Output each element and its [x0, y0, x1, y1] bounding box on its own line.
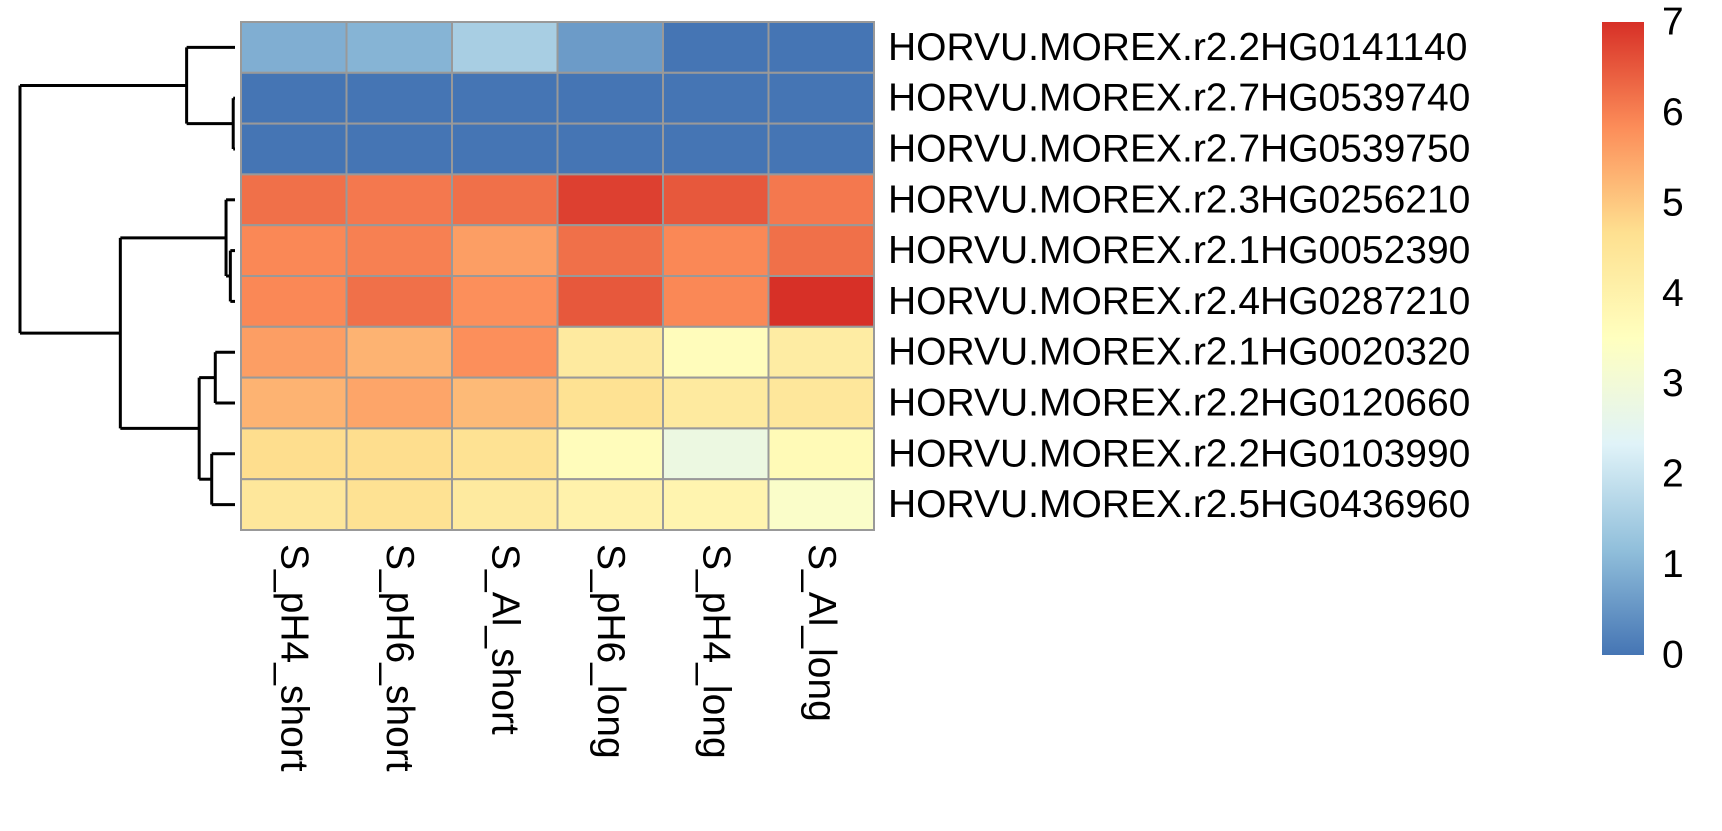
heatmap-cell: [662, 325, 770, 379]
heatmap-cell: [662, 224, 770, 277]
heatmap-cell: [451, 478, 559, 532]
heatmap-cell: [556, 224, 664, 277]
heatmap-cell: [556, 71, 664, 125]
row-label: HORVU.MOREX.r2.1HG0052390: [888, 229, 1470, 272]
legend-tick-label: 0: [1662, 634, 1684, 677]
heatmap-cell: [556, 427, 664, 481]
row-label: HORVU.MOREX.r2.2HG0120660: [888, 382, 1470, 425]
heatmap-cell: [451, 427, 559, 481]
heatmap-cell: [345, 21, 453, 74]
heatmap-cell: [240, 173, 348, 227]
legend-color-bar: [1602, 22, 1644, 655]
heatmap-cell: [345, 427, 453, 481]
heatmap-cell: [556, 275, 664, 328]
heatmap-cell: [767, 376, 875, 430]
heatmap-cell: [556, 21, 664, 74]
row-label: HORVU.MOREX.r2.1HG0020320: [888, 331, 1470, 374]
heatmap-cell: [345, 224, 453, 277]
legend-tick-label: 6: [1662, 91, 1684, 134]
heatmap-cell: [767, 325, 875, 379]
heatmap-cell: [767, 122, 875, 176]
legend-tick-label: 4: [1662, 272, 1684, 315]
legend-tick-label: 1: [1662, 543, 1684, 586]
heatmap-cell: [556, 376, 664, 430]
heatmap-cell: [451, 122, 559, 176]
column-label: S_Al_long: [800, 544, 843, 722]
heatmap-cell: [451, 376, 559, 430]
heatmap-cell: [451, 21, 559, 74]
row-label: HORVU.MOREX.r2.7HG0539750: [888, 128, 1470, 171]
column-label: S_pH6_short: [378, 544, 421, 772]
heatmap-cell: [767, 427, 875, 481]
row-label: HORVU.MOREX.r2.5HG0436960: [888, 483, 1470, 526]
row-dendrogram: [18, 45, 235, 507]
heatmap-cell: [662, 275, 770, 328]
heatmap-cell: [345, 173, 453, 227]
heatmap-cell: [767, 21, 875, 74]
row-label: HORVU.MOREX.r2.2HG0141140: [888, 26, 1467, 69]
heatmap-cell: [451, 275, 559, 328]
heatmap-cell: [345, 71, 453, 125]
legend-tick-label: 3: [1662, 362, 1684, 405]
heatmap-cell: [451, 173, 559, 227]
heatmap-cell: [767, 478, 875, 532]
row-labels: HORVU.MOREX.r2.2HG0141140 HORVU.MOREX.r2.…: [888, 26, 1470, 526]
heatmap-cell: [662, 71, 770, 125]
heatmap-cell: [240, 478, 348, 532]
heatmap-cell: [240, 224, 348, 277]
heatmap-cell: [767, 173, 875, 227]
heatmap-cell: [662, 478, 770, 532]
heatmap-cell: [767, 275, 875, 328]
legend-tick-label: 5: [1662, 181, 1684, 224]
heatmap-cell: [240, 325, 348, 379]
column-label: S_pH4_short: [272, 544, 315, 772]
heatmap-cell: [662, 122, 770, 176]
heatmap-cells: [240, 21, 875, 532]
heatmap-cell: [451, 325, 559, 379]
heatmap-cell: [345, 325, 453, 379]
legend-tick-label: 2: [1662, 453, 1684, 496]
color-legend: 0 1 2 3 4 5 6 7: [1602, 1, 1684, 677]
row-label: HORVU.MOREX.r2.4HG0287210: [888, 280, 1470, 323]
heatmap-cell: [556, 122, 664, 176]
heatmap-cell: [767, 224, 875, 277]
heatmap-cell: [240, 21, 348, 74]
heatmap-cell: [556, 325, 664, 379]
heatmap-cell: [240, 71, 348, 125]
row-label: HORVU.MOREX.r2.3HG0256210: [888, 178, 1470, 221]
heatmap-cell: [345, 478, 453, 532]
column-label: S_pH6_long: [589, 544, 632, 759]
heatmap-cell: [240, 376, 348, 430]
heatmap-cell: [240, 427, 348, 481]
heatmap-cell: [556, 478, 664, 532]
heatmap-cell: [451, 224, 559, 277]
heatmap-cell: [240, 122, 348, 176]
heatmap-cell: [767, 71, 875, 125]
heatmap-cell: [662, 21, 770, 74]
heatmap-cell: [556, 173, 664, 227]
heatmap-cell: [345, 122, 453, 176]
heatmap-cell: [345, 376, 453, 430]
row-label: HORVU.MOREX.r2.7HG0539740: [888, 77, 1470, 120]
column-labels: S_pH4_short S_pH6_short S_Al_short S_pH6_lo…: [272, 544, 843, 772]
column-label: S_Al_short: [483, 544, 526, 735]
heatmap-cell: [662, 427, 770, 481]
heatmap-cell: [662, 173, 770, 227]
column-label: S_pH4_long: [694, 544, 737, 759]
heatmap-cell: [240, 275, 348, 328]
heatmap-cell: [662, 376, 770, 430]
legend-tick-label: 7: [1662, 1, 1684, 44]
row-label: HORVU.MOREX.r2.2HG0103990: [888, 432, 1470, 475]
heatmap-cell: [345, 275, 453, 328]
heatmap-cell: [451, 71, 559, 125]
